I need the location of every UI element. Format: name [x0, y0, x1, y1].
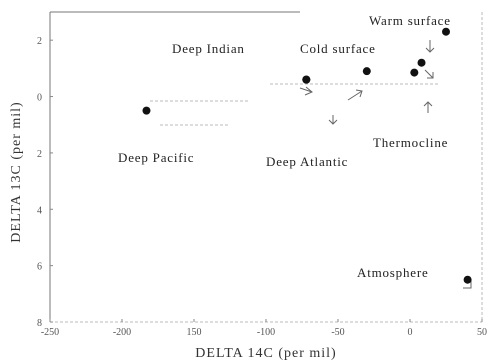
arrow-to-atmosphere	[463, 280, 472, 289]
x-tick-label: -200	[113, 327, 131, 338]
guide-lines	[150, 83, 440, 126]
data-point	[302, 75, 311, 84]
data-point	[142, 106, 151, 115]
data-point	[410, 68, 419, 77]
label-atmosphere: Atmosphere	[357, 265, 429, 280]
x-tick-label: -100	[257, 327, 275, 338]
y-axis-title: DELTA 13C (per mil)	[9, 101, 24, 242]
data-point	[442, 27, 450, 36]
arrow-to-thermocline	[423, 101, 433, 113]
x-tick-label: 150	[187, 327, 202, 338]
x-tick-label: 0	[408, 327, 413, 338]
y-tick-label: 0	[37, 93, 42, 104]
y-axis-ticks: 2 0 2 4 6 8	[37, 36, 53, 329]
y-tick-label: 4	[37, 205, 42, 216]
arrow-to-warm-surface	[425, 40, 435, 53]
arrow-to-cold-surface	[347, 89, 363, 101]
data-point	[417, 58, 426, 67]
data-point	[463, 275, 472, 284]
x-axis-title: DELTA 14C (per mil)	[195, 346, 336, 361]
data-point	[362, 67, 371, 76]
label-warm-surface: Warm surface	[369, 13, 451, 28]
label-cold-surface: Cold surface	[300, 41, 376, 56]
label-thermocline: Thermocline	[373, 135, 448, 150]
data-points	[142, 27, 472, 284]
y-tick-label: 2	[37, 149, 42, 160]
x-tick-label: -50	[331, 327, 344, 338]
label-deep-pacific: Deep Pacific	[118, 150, 194, 165]
arrow-to-cold-surface-point	[424, 69, 434, 79]
x-tick-label: 50	[477, 327, 487, 338]
annotation-arrows	[299, 40, 472, 289]
label-deep-atlantic: Deep Atlantic	[266, 154, 348, 169]
arrow-to-deep-atlantic	[328, 115, 338, 125]
y-tick-label: 6	[37, 262, 42, 273]
y-tick-label: 8	[37, 318, 42, 329]
y-tick-label: 2	[37, 36, 42, 47]
point-labels: Warm surface Deep Indian Cold surface Th…	[118, 13, 451, 280]
x-axis-ticks: -250 -200 150 -100 -50 0 50	[41, 319, 487, 338]
label-deep-indian: Deep Indian	[172, 41, 245, 56]
arrow-to-deep-indian	[299, 86, 313, 96]
x-tick-label: -250	[41, 327, 59, 338]
